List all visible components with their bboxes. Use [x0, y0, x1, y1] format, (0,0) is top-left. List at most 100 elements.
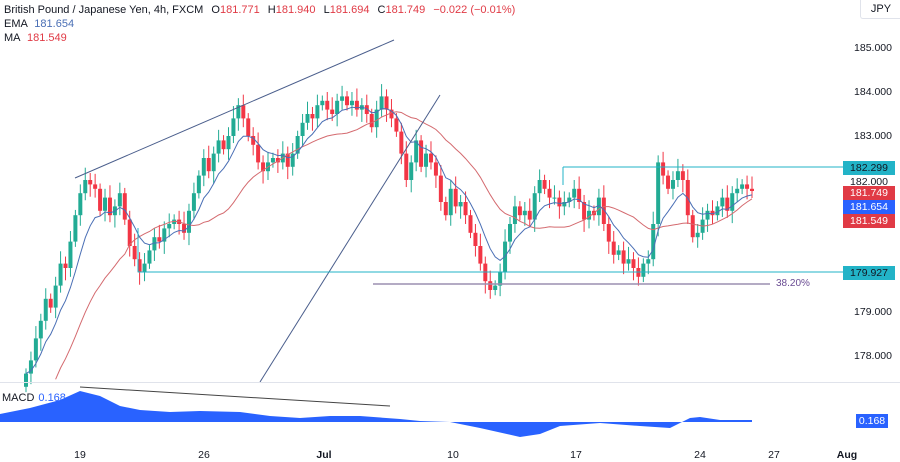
candle — [320, 100, 325, 106]
candle — [705, 210, 710, 220]
candle — [552, 197, 557, 199]
candle — [364, 105, 369, 114]
ema-row[interactable]: EMA 181.654 — [4, 17, 515, 31]
candle — [675, 171, 680, 180]
symbol-title: British Pound / Japanese Yen, 4h, FXCM — [4, 4, 204, 16]
ema-label: EMA — [4, 18, 28, 30]
candle — [735, 188, 740, 194]
candle — [745, 184, 750, 189]
macd-value: 0.168 — [38, 392, 66, 404]
candle — [24, 373, 28, 387]
candle — [626, 259, 631, 264]
candle — [340, 96, 345, 101]
candle — [127, 219, 132, 246]
candle — [73, 215, 78, 242]
candle — [137, 259, 142, 273]
support-price-tag: 179.927 — [843, 266, 895, 280]
candle — [305, 114, 310, 123]
candle — [438, 175, 443, 202]
candle — [582, 202, 587, 220]
candle — [48, 298, 53, 308]
candle — [300, 122, 305, 136]
candle — [251, 136, 256, 145]
chart-legend: British Pound / Japanese Yen, 4h, FXCM O… — [4, 3, 515, 45]
time-tick: Aug — [836, 449, 858, 461]
high-value: 181.940 — [275, 4, 316, 16]
candle — [261, 162, 266, 172]
candle — [310, 114, 315, 119]
price-tick: 182.000 — [843, 175, 895, 189]
candle — [572, 188, 577, 198]
candle — [53, 285, 58, 308]
candle — [473, 232, 478, 246]
candle — [750, 188, 754, 191]
ema-value: 181.654 — [34, 18, 75, 30]
candlesticks — [24, 84, 754, 393]
candle — [646, 259, 651, 264]
candle — [414, 140, 419, 163]
pane-divider[interactable] — [0, 382, 900, 383]
candle — [512, 206, 517, 224]
candle — [532, 193, 537, 220]
candle — [424, 153, 429, 167]
candle — [221, 140, 226, 150]
time-tick: 17 — [570, 449, 582, 461]
candle — [389, 109, 394, 119]
currency-button[interactable]: JPY — [860, 0, 900, 19]
candle — [596, 197, 601, 216]
ma-row[interactable]: MA 181.549 — [4, 31, 515, 45]
time-tick: 19 — [74, 449, 86, 461]
candle — [241, 105, 246, 119]
candle — [379, 96, 384, 110]
candle — [740, 184, 745, 189]
candle — [38, 320, 43, 339]
channel-upper-line — [74, 39, 395, 179]
candle — [448, 188, 453, 216]
change-value: −0.022 (−0.01%) — [433, 4, 516, 16]
candle — [433, 162, 438, 176]
candle — [463, 202, 468, 216]
candle — [730, 193, 735, 211]
candle — [369, 114, 374, 128]
candle — [349, 100, 354, 106]
macd-label: MACD — [2, 392, 35, 404]
time-tick: 26 — [198, 449, 210, 461]
candle — [616, 250, 621, 255]
channel-lower-line — [259, 94, 441, 383]
candle — [517, 206, 522, 216]
ema-line — [25, 106, 753, 375]
candle — [98, 188, 103, 211]
candle — [191, 193, 196, 211]
candle — [384, 96, 389, 110]
ma-price-tag: 181.549 — [843, 214, 895, 228]
candle — [285, 153, 290, 167]
candle — [601, 197, 606, 224]
close-value: 181.749 — [385, 4, 426, 16]
candle — [83, 180, 88, 194]
candle — [611, 241, 616, 255]
candle — [63, 263, 68, 268]
candle — [43, 298, 48, 321]
candle — [542, 180, 547, 189]
candle — [211, 153, 216, 172]
candle — [315, 105, 320, 119]
candle — [468, 215, 473, 233]
candle — [107, 197, 112, 216]
ma-line — [55, 111, 753, 380]
candle — [93, 184, 98, 189]
candle — [142, 263, 147, 273]
candle — [167, 224, 172, 229]
candle — [631, 259, 636, 268]
candle — [58, 263, 63, 286]
candle — [587, 210, 592, 220]
candle — [493, 285, 498, 290]
candle — [695, 232, 700, 238]
candle — [527, 210, 532, 220]
candle — [152, 237, 157, 251]
low-label: L — [323, 4, 330, 16]
high-label: H — [267, 4, 276, 16]
candle — [666, 175, 671, 189]
macd-legend[interactable]: MACD 0.168 — [2, 392, 66, 404]
candle — [503, 241, 508, 273]
